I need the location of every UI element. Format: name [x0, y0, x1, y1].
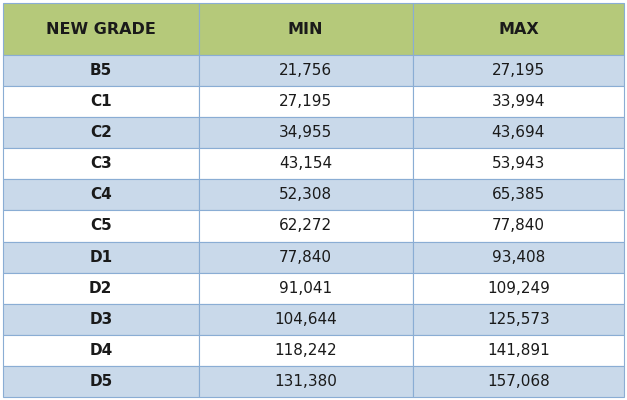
Text: 157,068: 157,068: [487, 374, 550, 389]
Text: 104,644: 104,644: [275, 312, 337, 327]
Bar: [3, 86, 199, 117]
Bar: [199, 86, 413, 117]
Bar: [3, 117, 199, 148]
Text: D2: D2: [89, 281, 112, 296]
Bar: [413, 3, 624, 55]
Bar: [413, 366, 624, 397]
Text: 33,994: 33,994: [492, 94, 545, 109]
Bar: [3, 366, 199, 397]
Text: D3: D3: [89, 312, 112, 327]
Bar: [199, 117, 413, 148]
Text: 77,840: 77,840: [492, 218, 545, 234]
Bar: [199, 3, 413, 55]
Bar: [3, 210, 199, 242]
Text: C3: C3: [90, 156, 112, 171]
Bar: [199, 179, 413, 210]
Bar: [3, 273, 199, 304]
Text: 109,249: 109,249: [487, 281, 550, 296]
Bar: [413, 335, 624, 366]
Text: NEW GRADE: NEW GRADE: [46, 22, 155, 36]
Text: 118,242: 118,242: [275, 343, 337, 358]
Text: 34,955: 34,955: [279, 125, 332, 140]
Bar: [413, 117, 624, 148]
Bar: [199, 304, 413, 335]
Bar: [3, 3, 199, 55]
Bar: [3, 148, 199, 179]
Text: MIN: MIN: [288, 22, 324, 36]
Bar: [413, 86, 624, 117]
Bar: [199, 55, 413, 86]
Text: D1: D1: [89, 250, 112, 264]
Text: 131,380: 131,380: [274, 374, 337, 389]
Bar: [413, 148, 624, 179]
Text: 91,041: 91,041: [279, 281, 332, 296]
Bar: [199, 210, 413, 242]
Text: D4: D4: [89, 343, 112, 358]
Text: 93,408: 93,408: [492, 250, 545, 264]
Bar: [199, 148, 413, 179]
Text: 125,573: 125,573: [487, 312, 550, 327]
Bar: [3, 179, 199, 210]
Text: 21,756: 21,756: [279, 63, 332, 78]
Text: B5: B5: [90, 63, 112, 78]
Text: C2: C2: [90, 125, 112, 140]
Text: MAX: MAX: [498, 22, 539, 36]
Text: 53,943: 53,943: [492, 156, 545, 171]
Bar: [3, 335, 199, 366]
Text: 27,195: 27,195: [279, 94, 332, 109]
Text: C1: C1: [90, 94, 112, 109]
Bar: [413, 304, 624, 335]
Text: C5: C5: [90, 218, 112, 234]
Bar: [413, 55, 624, 86]
Text: 141,891: 141,891: [487, 343, 550, 358]
Text: 62,272: 62,272: [279, 218, 332, 234]
Text: 65,385: 65,385: [492, 188, 545, 202]
Text: C4: C4: [90, 188, 112, 202]
Bar: [3, 304, 199, 335]
Bar: [199, 273, 413, 304]
Text: 77,840: 77,840: [279, 250, 332, 264]
Bar: [3, 242, 199, 273]
Text: 52,308: 52,308: [279, 188, 332, 202]
Bar: [199, 335, 413, 366]
Text: D5: D5: [89, 374, 112, 389]
Bar: [413, 273, 624, 304]
Bar: [3, 55, 199, 86]
Text: 27,195: 27,195: [492, 63, 545, 78]
Bar: [413, 210, 624, 242]
Text: 43,694: 43,694: [492, 125, 545, 140]
Bar: [413, 242, 624, 273]
Bar: [199, 242, 413, 273]
Bar: [413, 179, 624, 210]
Text: 43,154: 43,154: [279, 156, 332, 171]
Bar: [199, 366, 413, 397]
